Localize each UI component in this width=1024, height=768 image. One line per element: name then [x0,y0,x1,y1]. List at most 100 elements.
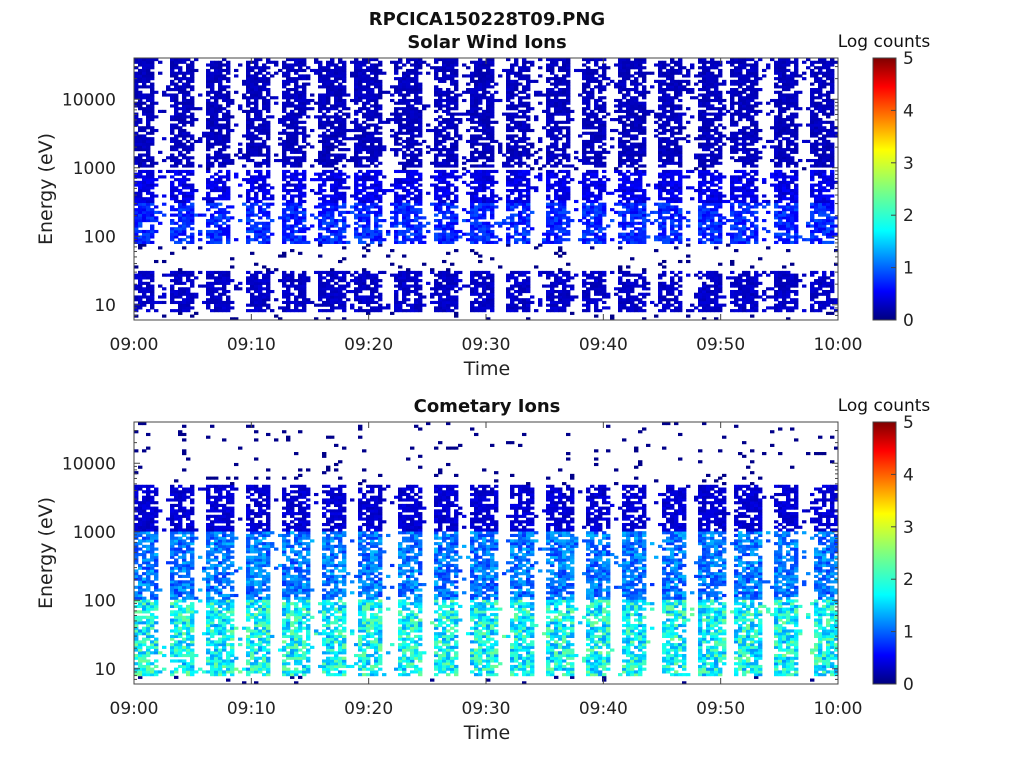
heatmap-cell [546,229,551,234]
heatmap-cell [138,153,143,157]
heatmap-cell [398,208,403,212]
heatmap-cell [554,180,559,184]
heatmap-cell [338,232,343,236]
heatmap-cell [286,298,291,302]
heatmap-cell [442,71,447,75]
heatmap-cell [518,289,523,294]
heatmap-cell [390,202,395,206]
heatmap-cell [374,68,379,73]
heatmap-cell [406,189,411,193]
heatmap-cell [354,148,359,152]
heatmap-cell [342,71,347,75]
heatmap-cell [190,221,195,225]
heatmap-cell [510,156,515,160]
heatmap-cell [250,93,255,97]
heatmap-cell [478,197,483,201]
heatmap-cell [550,98,555,103]
heatmap-cell [218,68,223,73]
heatmap-cell [210,289,215,294]
heatmap-cell [466,88,471,92]
heatmap-cell [342,137,347,141]
heatmap-cell [406,183,411,187]
heatmap-cell [214,74,219,78]
heatmap-cell [354,172,359,176]
heatmap-cell [214,279,219,283]
heatmap-cell [254,63,259,67]
heatmap-cell [318,232,323,236]
heatmap-cell [406,205,411,209]
heatmap-cell [262,68,267,73]
heatmap-cell [474,71,479,75]
heatmap-cell [434,66,439,70]
heatmap-cell [178,281,183,285]
heatmap-cell [450,172,455,176]
heatmap-cell [186,139,191,144]
heatmap-cell [302,306,307,310]
heatmap-cell [182,281,187,285]
heatmap-cell [318,254,323,258]
heatmap-cell [506,235,511,239]
heatmap-cell [370,289,375,294]
heatmap-cell [270,270,275,275]
heatmap-cell [406,284,411,288]
heatmap-cell [486,120,491,124]
heatmap-cell [282,276,287,280]
heatmap-cell [322,281,327,285]
heatmap-cell [466,238,471,242]
heatmap-cell [298,60,303,64]
heatmap-cell [402,219,407,223]
heatmap-cell [318,126,323,130]
heatmap-cell [446,298,451,302]
heatmap-cell [282,300,287,305]
heatmap-cell [234,284,239,288]
heatmap-cell [170,197,175,201]
heatmap-cell [462,156,467,160]
heatmap-cell [330,213,335,217]
heatmap-cell [322,284,327,288]
heatmap-cell [142,219,147,223]
heatmap-cell [334,175,339,179]
heatmap-cell [418,232,423,236]
heatmap-cell [410,210,415,214]
heatmap-cell [250,158,255,163]
heatmap-cell [146,289,151,294]
heatmap-cell [290,123,295,127]
heatmap-cell [170,98,175,103]
heatmap-cell [266,235,271,239]
heatmap-cell [446,205,451,209]
heatmap-cell [230,317,235,321]
heatmap-cell [302,199,307,204]
heatmap-cell [262,178,267,182]
heatmap-cell [546,128,551,133]
heatmap-cell [418,115,423,119]
heatmap-cell [338,90,343,94]
heatmap-cell [446,240,451,244]
heatmap-cell [526,287,531,291]
heatmap-cell [478,118,483,122]
heatmap-cell [410,156,415,160]
heatmap-cell [558,90,563,94]
heatmap-cell [358,306,363,310]
heatmap-cell [338,169,343,174]
heatmap-cell [150,63,155,67]
heatmap-cell [286,90,291,94]
heatmap-cell [550,208,555,212]
heatmap-cell [414,128,419,133]
heatmap-cell [214,202,219,206]
heatmap-cell [522,232,527,236]
heatmap-cell [338,219,343,223]
heatmap-cell [458,137,463,141]
heatmap-cell [378,60,383,64]
heatmap-cell [530,295,535,299]
heatmap-cell [278,120,283,124]
heatmap-cell [410,104,415,108]
heatmap-cell [270,219,275,223]
heatmap-cell [470,60,475,64]
heatmap-cell [306,276,311,280]
heatmap-cell [146,71,151,75]
heatmap-cell [446,88,451,92]
heatmap-cell [266,60,271,64]
heatmap-cell [514,270,519,275]
heatmap-cell [438,232,443,236]
heatmap-cell [330,175,335,179]
